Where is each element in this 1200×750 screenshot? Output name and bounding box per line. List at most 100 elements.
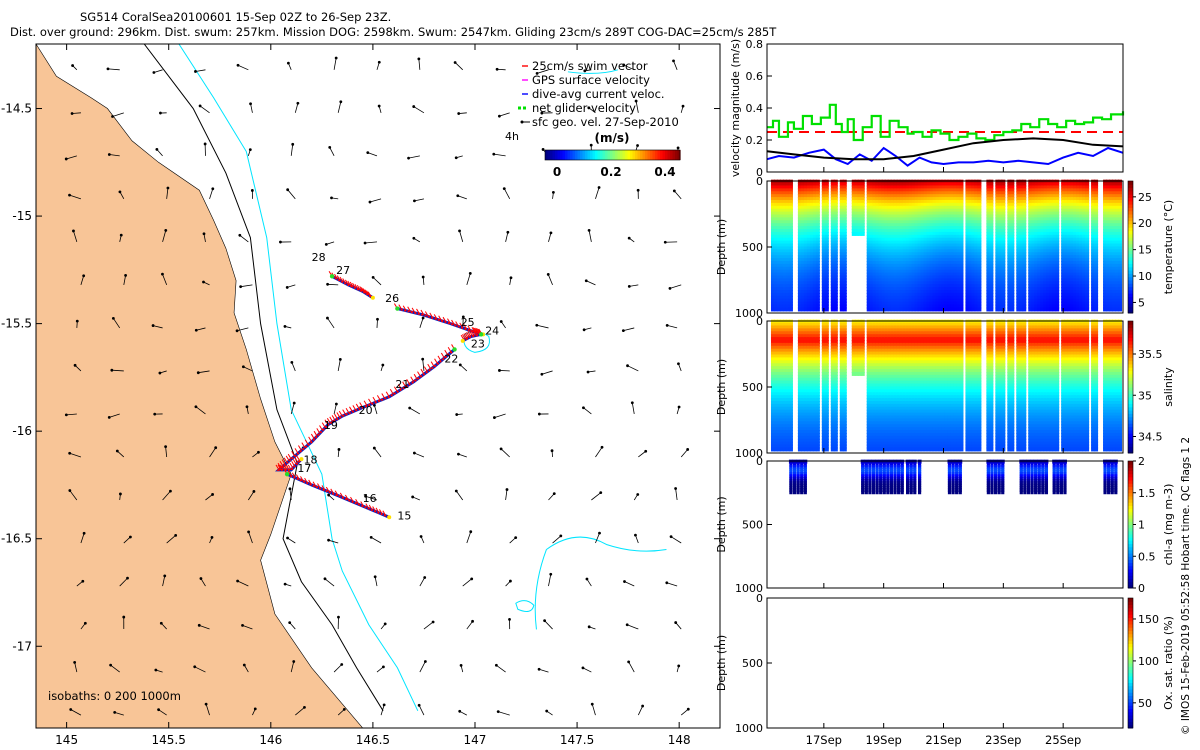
geo-velocity-arrow-head <box>509 276 513 280</box>
section-cell <box>773 185 778 190</box>
section-cell <box>956 211 961 216</box>
section-cell <box>779 217 784 222</box>
swim-vector <box>420 309 425 316</box>
section-cell <box>896 214 901 219</box>
section-cell <box>926 275 931 280</box>
colorbar-cell <box>605 150 609 160</box>
section-cell <box>881 208 886 213</box>
section-cell <box>824 281 829 286</box>
section-cell <box>884 229 889 234</box>
section-cell <box>797 260 802 265</box>
geo-velocity-arrow-head <box>377 104 381 108</box>
geo-velocity-arrow <box>499 370 510 372</box>
section-cell <box>851 182 856 187</box>
section-cell <box>797 223 802 228</box>
geo-velocity-arrow-head <box>686 448 690 451</box>
section-cell <box>938 231 943 236</box>
section-cell <box>866 249 871 254</box>
section-cell <box>803 252 808 257</box>
section-cell <box>938 295 943 300</box>
section-cell <box>914 275 919 280</box>
section-cell <box>890 263 895 268</box>
section-cell <box>941 255 946 260</box>
section-cell <box>773 229 778 234</box>
colorbar-cell <box>602 150 606 160</box>
section-cell <box>854 197 859 202</box>
section-cell <box>932 295 937 300</box>
section-cell <box>923 217 928 222</box>
section-cell <box>965 191 970 196</box>
section-cell <box>782 263 787 268</box>
section-cell <box>956 249 961 254</box>
section-cell <box>824 263 829 268</box>
section-cell <box>971 260 976 265</box>
section-cell <box>899 258 904 263</box>
section-cell <box>896 211 901 216</box>
section-cell <box>896 223 901 228</box>
section-cell <box>899 220 904 225</box>
section-cell <box>959 205 964 210</box>
section-cell <box>905 229 910 234</box>
section-cell <box>905 191 910 196</box>
section-cell <box>797 194 802 199</box>
section-cell <box>893 255 898 260</box>
section-cell <box>824 295 829 300</box>
section-cell <box>809 249 814 254</box>
y-tick-label: -15 <box>12 209 32 223</box>
section-cell <box>788 287 793 292</box>
section-cell <box>899 179 904 184</box>
section-cell <box>902 205 907 210</box>
section-cell <box>905 208 910 213</box>
section-cell <box>800 284 805 289</box>
section-cell <box>908 301 913 306</box>
section-cell <box>950 269 955 274</box>
section-cell <box>896 249 901 254</box>
section-cell <box>842 255 847 260</box>
section-cell <box>773 284 778 289</box>
section-cell <box>908 217 913 222</box>
section-cell <box>833 243 838 248</box>
section-cell <box>956 191 961 196</box>
section-cell <box>866 237 871 242</box>
geo-velocity-arrow <box>669 284 682 289</box>
section-cell <box>905 197 910 202</box>
geo-velocity-arrow-head <box>586 370 590 374</box>
section-cell <box>833 307 838 312</box>
section-cell <box>971 197 976 202</box>
section-cell <box>815 188 820 193</box>
section-cell <box>968 290 973 295</box>
colorbar-cell <box>590 150 594 160</box>
section-cell <box>815 258 820 263</box>
section-cell <box>974 220 979 225</box>
section-cell <box>785 290 790 295</box>
section-cell <box>944 263 949 268</box>
section-cell <box>917 194 922 199</box>
section-cell <box>938 258 943 263</box>
section-cell <box>881 295 886 300</box>
section-cell <box>785 182 790 187</box>
section-cell <box>950 237 955 242</box>
section-cell <box>803 205 808 210</box>
section-cell <box>929 292 934 297</box>
section-cell <box>914 278 919 283</box>
section-cell <box>830 307 835 312</box>
section-cell <box>926 240 931 245</box>
geo-velocity-arrow <box>499 112 510 117</box>
section-cell <box>788 211 793 216</box>
section-cell <box>944 179 949 184</box>
section-cell <box>815 290 820 295</box>
section-cell <box>911 182 916 187</box>
section-cell <box>896 243 901 248</box>
section-cell <box>815 272 820 277</box>
section-cell <box>875 223 880 228</box>
section-cell <box>977 246 982 251</box>
geo-velocity-arrow <box>70 709 82 716</box>
vel-y-tick-label: 0.6 <box>746 70 764 83</box>
geo-velocity-arrow-head <box>543 619 546 623</box>
section-cell <box>974 298 979 303</box>
section-cell <box>812 249 817 254</box>
section-cell <box>974 281 979 286</box>
section-cell <box>773 237 778 242</box>
section-cell <box>923 226 928 231</box>
section-cell <box>878 269 883 274</box>
